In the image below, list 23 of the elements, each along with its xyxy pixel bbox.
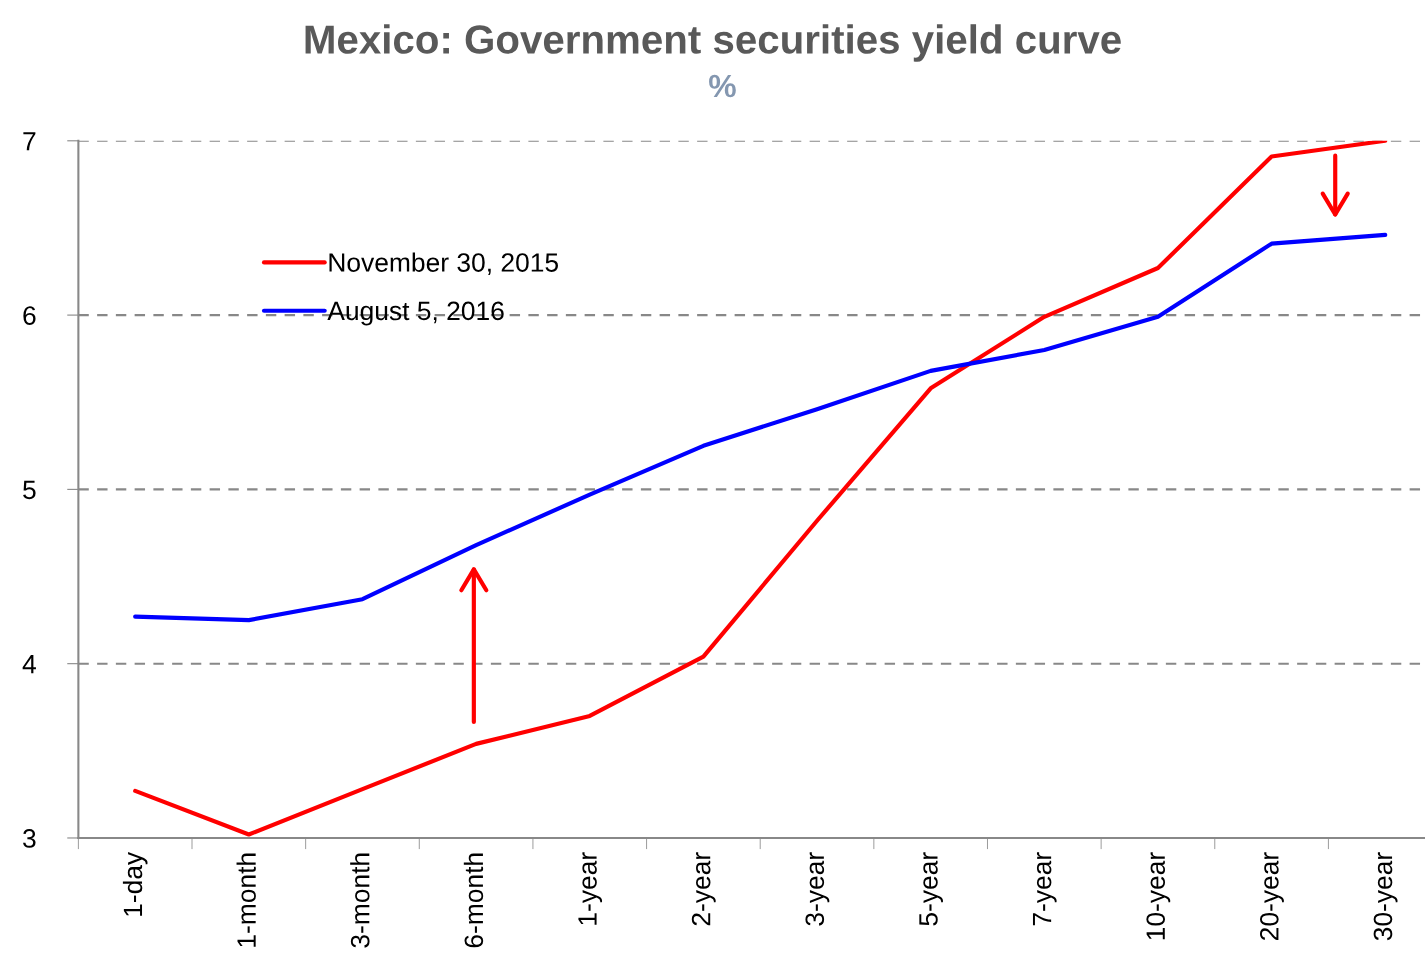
y-tick-label: 4 [22,655,36,674]
x-tick-label: 7-year [1032,852,1057,926]
x-tick-label: 5-year [919,852,943,926]
x-tick-label: 20-year [1259,852,1284,940]
chart-subtitle: % [709,74,736,98]
x-tick-label: 1-month [236,853,256,947]
legend-label: November 30, 2015 [329,252,558,275]
x-tick-label: 1-year [578,852,603,925]
y-tick-label: 7 [23,132,36,151]
line-series [133,140,1388,837]
x-tick-label: 10-year [1146,852,1171,940]
x-tick-label: 3-month [350,853,370,948]
x-tick-label: 1-day [122,851,148,916]
x-tick-label: 6-month [463,853,484,948]
y-tick-label: 3 [23,829,36,848]
line-series [133,232,1388,623]
y-tick-label: 5 [23,480,36,500]
legend-label: August 5, 2016 [327,301,504,326]
x-tick-label: 3-year [805,852,830,926]
x-tick-label: 2-year [691,852,716,926]
chart-title: Mexico: Government securities yield curve [305,24,1121,62]
x-tick-label: 30-year [1373,852,1398,941]
y-tick-label: 6 [23,306,36,325]
